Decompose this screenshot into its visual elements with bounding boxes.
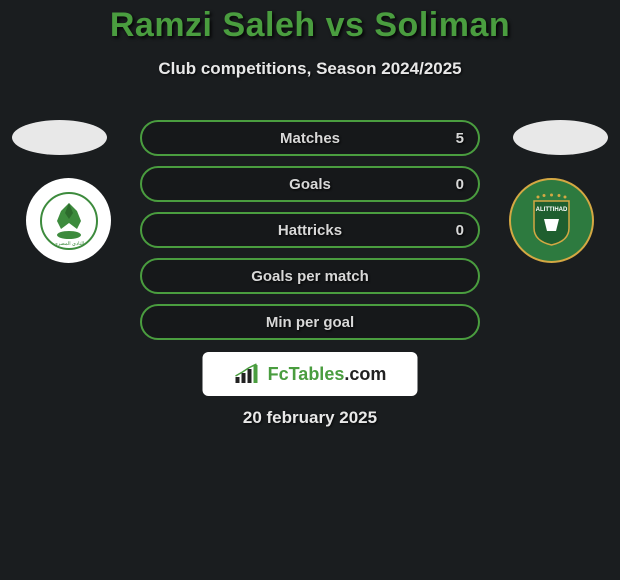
subtitle: Club competitions, Season 2024/2025: [0, 59, 620, 79]
eagle-crest-icon: النادي المصري: [39, 191, 99, 251]
stat-row-min-per-goal: Min per goal: [140, 304, 480, 340]
stat-row-goals-per-match: Goals per match: [140, 258, 480, 294]
stat-label: Min per goal: [266, 314, 354, 331]
logo-text: FcTables.com: [268, 364, 387, 385]
stat-label: Goals: [289, 176, 331, 193]
fctables-logo[interactable]: FcTables.com: [203, 352, 418, 396]
player-right-avatar-placeholder: [513, 120, 608, 155]
bar-chart-icon: [234, 363, 262, 385]
club-badge-left: النادي المصري: [26, 178, 111, 263]
stat-value-right: 5: [456, 130, 464, 147]
svg-text:النادي المصري: النادي المصري: [53, 241, 83, 247]
stats-table: Matches 5 Goals 0 Hattricks 0 Goals per …: [140, 120, 480, 350]
date-label: 20 february 2025: [0, 408, 620, 428]
stat-value-right: 0: [456, 176, 464, 193]
stat-label: Goals per match: [251, 268, 369, 285]
stat-row-goals: Goals 0: [140, 166, 480, 202]
stat-row-matches: Matches 5: [140, 120, 480, 156]
stat-label: Hattricks: [278, 222, 342, 239]
club-badge-right: ALITTIHAD: [509, 178, 594, 263]
player-left-avatar-placeholder: [12, 120, 107, 155]
page-title: Ramzi Saleh vs Soliman: [0, 0, 620, 45]
stat-label: Matches: [280, 130, 340, 147]
alittihad-shield-icon: ALITTIHAD: [524, 193, 579, 248]
stat-row-hattricks: Hattricks 0: [140, 212, 480, 248]
stat-value-right: 0: [456, 222, 464, 239]
svg-text:ALITTIHAD: ALITTIHAD: [536, 207, 568, 213]
